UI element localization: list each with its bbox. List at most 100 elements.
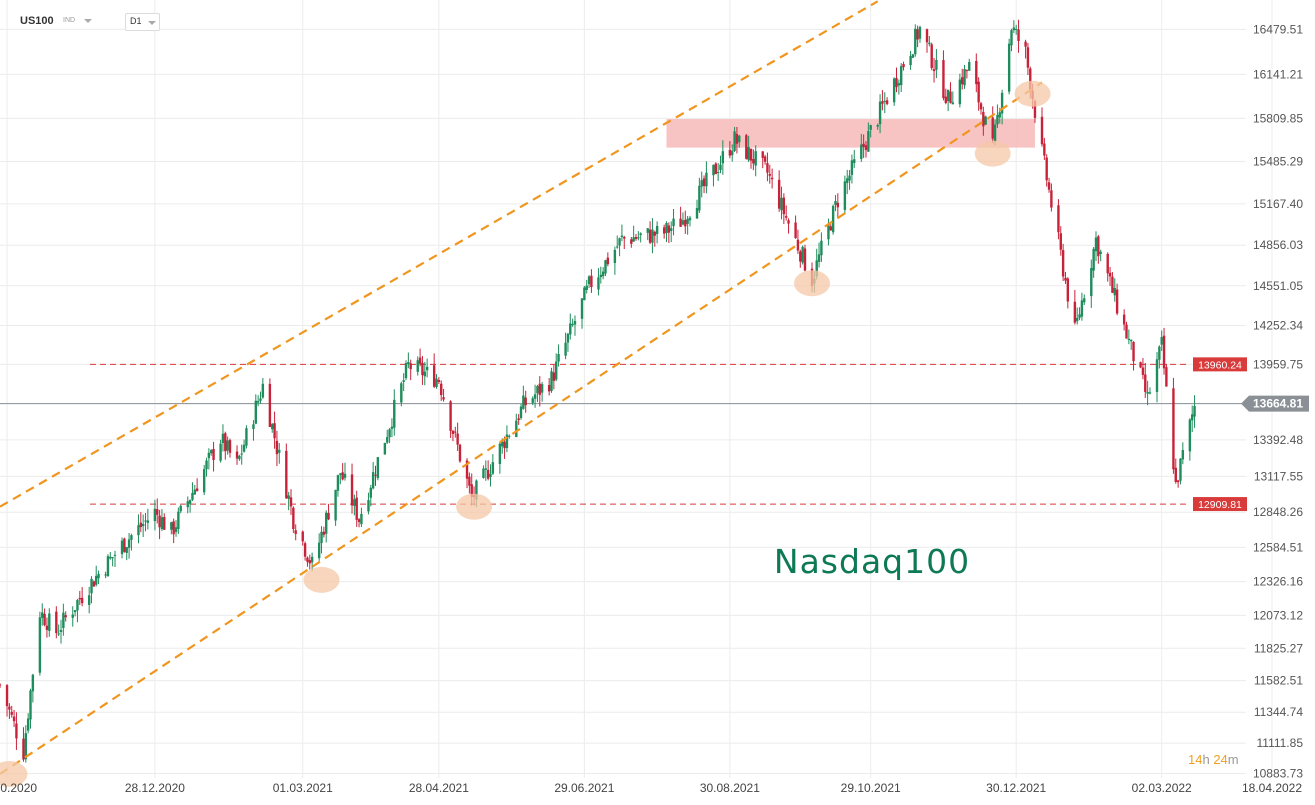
candle-down [327, 512, 330, 520]
candle-up [1188, 419, 1192, 452]
candle-down [881, 101, 884, 104]
candle-up [883, 101, 886, 103]
candle-down [679, 218, 682, 227]
candle-down [289, 497, 293, 507]
candle-up [733, 131, 736, 151]
candle-down [1050, 190, 1053, 208]
candle-up [918, 26, 922, 39]
candle-down [268, 383, 272, 428]
candle-down [5, 685, 9, 707]
candle-down [902, 63, 905, 68]
candle-down [653, 231, 656, 236]
candle-up [376, 457, 380, 479]
candle-up [170, 522, 173, 530]
candle-down [768, 174, 771, 176]
candle-up [254, 400, 258, 424]
candle-down [285, 450, 288, 499]
candle-up [716, 172, 720, 174]
candle-down [322, 531, 326, 535]
candle-up [202, 469, 206, 493]
candle-up [29, 690, 32, 720]
candle-up [911, 54, 915, 58]
candle-down [449, 401, 452, 431]
candle-up [256, 400, 260, 403]
y-tick-label: 12326.16 [1253, 575, 1303, 589]
candle-up [834, 201, 837, 206]
candle-down [1108, 272, 1112, 277]
candle-up [946, 89, 950, 102]
candle-up [400, 383, 403, 403]
candle-down [930, 44, 933, 69]
candle-down [1073, 301, 1077, 323]
candle-up [1007, 43, 1011, 92]
candle-up [137, 525, 140, 536]
candle-down [1064, 277, 1067, 281]
candle-down [1059, 233, 1062, 250]
candle-up [320, 531, 323, 544]
y-tick-label: 13392.48 [1253, 433, 1303, 447]
chevron-down-icon[interactable] [84, 19, 92, 23]
candle-down [590, 275, 593, 288]
y-tick-label: 12848.26 [1253, 505, 1303, 519]
resistance-zone-layer [666, 119, 1035, 148]
countdown-hours: 14 [1188, 752, 1203, 767]
candle-up [951, 102, 955, 105]
candle-up [179, 505, 182, 512]
candle-up [564, 342, 567, 356]
candle-down [92, 581, 96, 587]
candle-up [1012, 27, 1016, 31]
candle-up [1083, 298, 1086, 303]
candle-up [827, 224, 830, 240]
candle-down [470, 484, 473, 498]
symbol-label[interactable]: US100 [20, 15, 54, 27]
candle-up [334, 489, 337, 521]
candle-up [1094, 237, 1098, 252]
candle-down [648, 229, 652, 243]
candle-up [637, 237, 640, 239]
candle-up [712, 164, 715, 176]
candle-up [846, 178, 849, 184]
candle-down [1144, 374, 1147, 392]
candle-up [97, 573, 100, 579]
candle-up [174, 527, 178, 533]
candle-down [1066, 278, 1070, 302]
candle-down [456, 433, 459, 445]
candle-up [160, 517, 164, 530]
candle-up [1148, 392, 1152, 394]
candle-down [224, 433, 227, 452]
candle-down [64, 615, 67, 618]
candle-down [303, 543, 307, 557]
candle-down [1132, 341, 1135, 362]
candle-up [892, 78, 896, 103]
candle-up [343, 473, 347, 478]
candle-up [963, 69, 966, 86]
candle-up [597, 277, 600, 290]
candle-up [618, 238, 621, 246]
candle-down [273, 423, 276, 439]
touch-point-marker [974, 140, 1011, 167]
candle-up [130, 535, 133, 540]
candle-down [979, 103, 983, 110]
candle-up [1179, 458, 1182, 481]
candle-up [601, 271, 605, 277]
timeframe-select[interactable]: D1 [125, 13, 160, 31]
candle-up [336, 475, 340, 491]
candle-up [583, 287, 586, 301]
candle-down [158, 515, 161, 528]
candle-down [787, 220, 790, 224]
candle-up [536, 386, 539, 394]
candle-down [432, 365, 436, 387]
candle-up [993, 124, 997, 142]
instrument-type-label[interactable]: IND [63, 17, 76, 24]
candle-up [127, 539, 131, 548]
level-price-tag: 13960.24 [1198, 359, 1242, 371]
touch-point-marker [1014, 80, 1051, 107]
candle-up [587, 276, 591, 285]
candle-up [423, 371, 426, 377]
candle-up [1158, 346, 1161, 360]
candle-down [1033, 100, 1037, 118]
candle-up [909, 56, 912, 66]
candle-down [1029, 68, 1032, 91]
candle-up [207, 452, 211, 459]
